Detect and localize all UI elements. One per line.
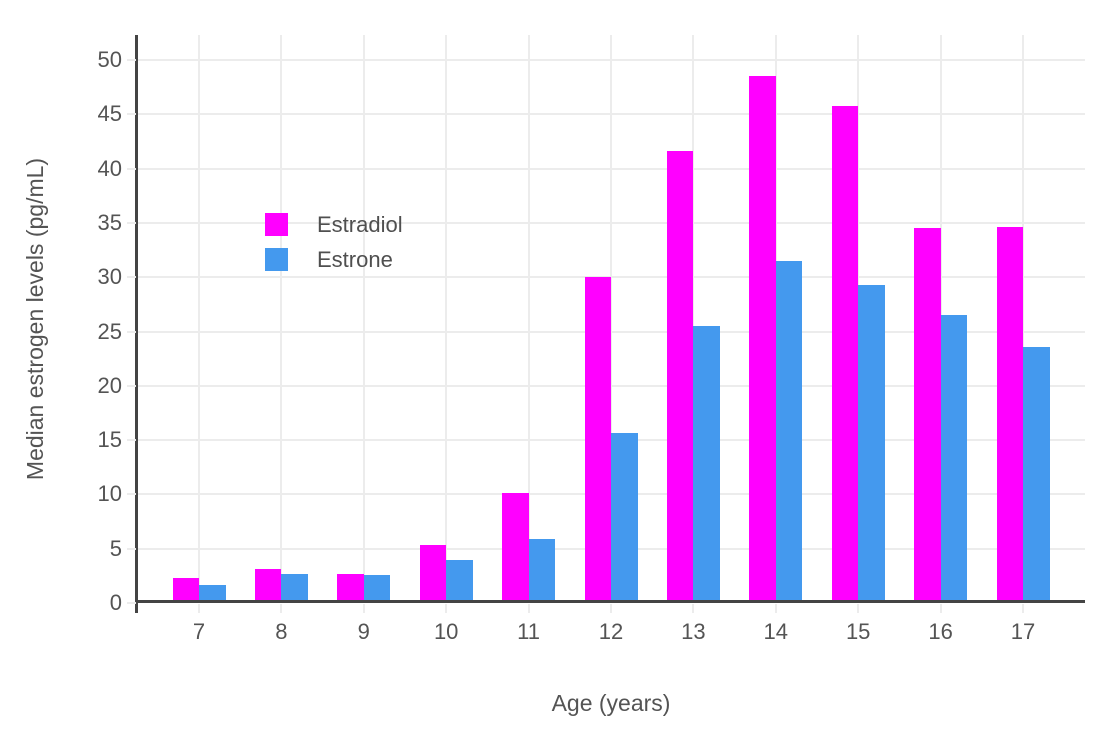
x-tick-mark	[610, 604, 612, 613]
y-tick-mark	[127, 547, 136, 550]
x-tick-mark	[198, 604, 200, 613]
x-tick-label: 15	[845, 619, 871, 644]
y-axis-line	[135, 35, 138, 613]
y-tick-label: 40	[97, 155, 122, 181]
bar-estrone-age-7	[199, 584, 226, 603]
gridline-vertical	[1022, 35, 1024, 603]
y-tick-label: 20	[97, 372, 122, 398]
y-tick-mark	[127, 59, 136, 61]
y-tick-mark	[127, 113, 136, 116]
y-tick-label: 25	[97, 318, 122, 344]
x-tick-label: 8	[275, 619, 288, 644]
bar-estrone-age-13	[693, 326, 720, 603]
y-tick-mark	[127, 439, 136, 442]
bar-estradiol-age-7	[172, 578, 199, 603]
x-tick-mark	[774, 604, 777, 613]
bar-estradiol-age-8	[254, 569, 282, 603]
gridline-vertical	[362, 35, 365, 603]
bar-estradiol-age-14	[749, 76, 776, 603]
gridline-horizontal	[137, 113, 1085, 116]
x-axis-title: Age (years)	[551, 690, 671, 716]
y-tick-label: 50	[97, 47, 122, 72]
gridline-horizontal	[137, 330, 1085, 333]
x-tick-label: 13	[681, 619, 706, 644]
gridline-horizontal	[137, 384, 1085, 387]
x-tick-mark	[362, 604, 365, 613]
bar-estradiol-age-11	[502, 493, 529, 603]
x-tick-label: 16	[928, 619, 953, 644]
bar-estrone-age-16	[940, 315, 968, 603]
bar-estrone-age-17	[1023, 346, 1050, 603]
bar-estradiol-age-16	[914, 228, 941, 603]
gridline-horizontal	[137, 167, 1085, 170]
x-tick-mark	[527, 604, 530, 613]
gridline-vertical	[280, 35, 283, 603]
x-tick-label: 11	[517, 619, 541, 644]
y-tick-mark	[127, 384, 136, 387]
legend-item-estradiol[interactable]: Estradiol	[265, 213, 403, 236]
bar-estrone-age-10	[446, 559, 473, 603]
y-tick-mark	[127, 167, 136, 170]
y-tick-mark	[127, 602, 136, 604]
x-tick-mark	[939, 604, 942, 613]
bar-estradiol-age-15	[831, 105, 859, 603]
gridline-horizontal	[137, 221, 1085, 224]
legend-item-estrone[interactable]: Estrone	[265, 248, 403, 271]
x-tick-mark	[445, 604, 448, 613]
gridline-vertical	[692, 35, 695, 603]
bar-estradiol-age-13	[666, 151, 694, 603]
x-tick-mark	[692, 604, 695, 613]
x-axis-line	[137, 600, 1085, 603]
y-tick-mark	[127, 276, 136, 279]
gridline-vertical	[527, 35, 530, 603]
legend-label-estradiol: Estradiol	[317, 212, 403, 237]
y-tick-label: 30	[97, 264, 122, 290]
plot-area	[137, 35, 1085, 603]
y-tick-label: 5	[109, 535, 122, 561]
bar-estrone-age-15	[858, 284, 885, 603]
legend-swatch-estrone	[265, 248, 288, 271]
gridline-vertical	[610, 35, 612, 603]
y-tick-label: 0	[109, 590, 122, 615]
bar-estrone-age-12	[611, 432, 638, 603]
x-tick-mark	[857, 604, 860, 613]
x-tick-label: 17	[1010, 619, 1036, 644]
y-tick-label: 15	[97, 427, 122, 453]
y-tick-mark	[127, 221, 136, 224]
x-tick-label: 7	[192, 619, 206, 644]
x-tick-label: 12	[598, 619, 624, 644]
legend: Estradiol Estrone	[265, 213, 403, 271]
y-tick-label: 10	[97, 481, 122, 507]
y-tick-label: 35	[97, 209, 122, 235]
x-tick-mark	[280, 604, 283, 613]
bar-estradiol-age-17	[996, 227, 1023, 603]
bar-estrone-age-8	[281, 573, 308, 603]
legend-swatch-estradiol	[265, 213, 288, 236]
gridline-horizontal	[137, 276, 1085, 279]
y-tick-label: 45	[97, 101, 122, 127]
x-tick-label: 9	[357, 619, 370, 644]
bar-estradiol-age-9	[337, 573, 364, 603]
bar-estrone-age-14	[775, 260, 803, 603]
x-tick-label: 14	[763, 619, 789, 644]
y-tick-mark	[127, 330, 136, 333]
x-tick-label: 10	[433, 619, 459, 644]
gridline-vertical	[198, 35, 200, 603]
bar-estradiol-age-10	[419, 545, 447, 603]
bar-estrone-age-9	[363, 574, 391, 603]
gridline-vertical	[445, 35, 448, 603]
bar-estradiol-age-12	[584, 277, 611, 603]
x-tick-mark	[1022, 604, 1024, 613]
legend-label-estrone: Estrone	[317, 247, 393, 272]
y-tick-mark	[127, 493, 136, 496]
gridline-horizontal	[137, 59, 1085, 61]
bar-estrone-age-11	[528, 538, 556, 603]
